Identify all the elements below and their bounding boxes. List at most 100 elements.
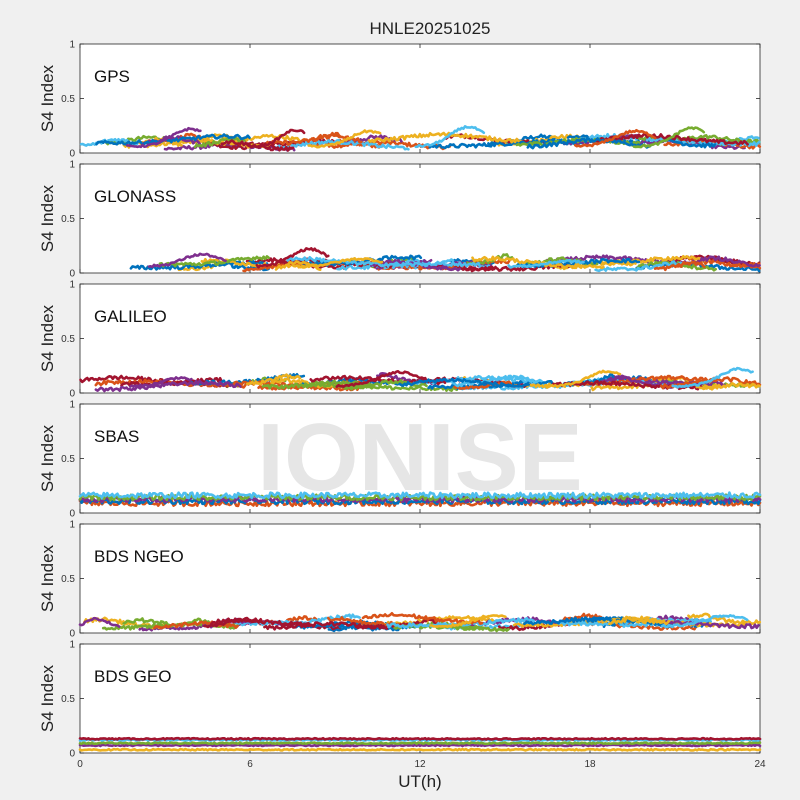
series-line bbox=[653, 260, 706, 272]
series-line bbox=[307, 129, 382, 149]
series-line bbox=[414, 125, 486, 149]
series-line bbox=[193, 136, 246, 149]
y-tick-label: 1 bbox=[69, 520, 75, 531]
series-line bbox=[691, 255, 761, 268]
y-tick-label: 0 bbox=[69, 509, 75, 520]
y-tick-label: 0 bbox=[69, 389, 75, 400]
y-tick-label: 0.5 bbox=[61, 574, 75, 585]
panel-label: BDS NGEO bbox=[94, 547, 184, 566]
series-line bbox=[526, 136, 652, 150]
x-tick-label: 0 bbox=[77, 759, 83, 770]
series-line bbox=[507, 258, 585, 269]
series-group bbox=[79, 366, 762, 393]
series-line bbox=[78, 741, 762, 746]
series-line bbox=[78, 497, 762, 506]
series-line bbox=[255, 247, 330, 269]
y-tick-label: 0.5 bbox=[61, 694, 75, 705]
panel-label: BDS GEO bbox=[94, 667, 171, 686]
y-tick-label: 1 bbox=[69, 280, 75, 291]
series-line bbox=[661, 619, 760, 630]
series-line bbox=[246, 128, 306, 149]
panel-bds-geo: 0 0.5 1 0 6 12 18 24 S4 Index BDS GEO bbox=[38, 640, 766, 771]
y-tick-label: 1 bbox=[69, 40, 75, 51]
series-line bbox=[78, 491, 762, 500]
series-line bbox=[293, 254, 423, 267]
series-line bbox=[78, 736, 762, 741]
series-line bbox=[671, 366, 754, 389]
plot-area bbox=[79, 523, 761, 634]
panel-label: GLONASS bbox=[94, 187, 176, 206]
y-tick-label: 0 bbox=[69, 269, 75, 280]
series-line bbox=[292, 256, 384, 269]
series-group bbox=[79, 125, 762, 152]
series-line bbox=[667, 138, 717, 149]
series-line bbox=[632, 126, 706, 149]
series-line bbox=[429, 614, 507, 629]
series-line bbox=[471, 255, 605, 270]
panel-label: SBAS bbox=[94, 427, 139, 446]
series-group bbox=[129, 247, 762, 273]
y-tick-label: 0.5 bbox=[61, 214, 75, 225]
series-line bbox=[451, 374, 538, 388]
series-line bbox=[608, 616, 671, 626]
series-line bbox=[286, 255, 429, 268]
series-line bbox=[147, 252, 227, 269]
series-line bbox=[573, 128, 657, 148]
series-line bbox=[261, 379, 374, 390]
x-axis-label: UT(h) bbox=[398, 772, 441, 791]
series-line bbox=[78, 616, 121, 628]
series-group bbox=[78, 611, 762, 633]
y-axis-label: S4 Index bbox=[38, 424, 57, 492]
series-line bbox=[302, 382, 459, 393]
series-line bbox=[94, 379, 242, 393]
series-line bbox=[203, 616, 264, 629]
y-axis-label: S4 Index bbox=[38, 304, 57, 372]
series-line bbox=[263, 620, 389, 631]
y-axis-label: S4 Index bbox=[38, 544, 57, 612]
y-axis-label: S4 Index bbox=[38, 64, 57, 132]
x-tick-label: 24 bbox=[754, 759, 766, 770]
series-line bbox=[398, 377, 531, 388]
panels-group: 0 0.5 1 S4 Index GPS 0 0.5 1 S4 Index GLONASS 0 0.5… bbox=[38, 40, 766, 771]
panel-label: GALILEO bbox=[94, 307, 167, 326]
y-tick-label: 0.5 bbox=[61, 94, 75, 105]
panel-glonass: 0 0.5 1 S4 Index GLONASS bbox=[38, 160, 762, 280]
y-tick-label: 0 bbox=[69, 749, 75, 760]
series-line bbox=[687, 612, 762, 626]
series-line bbox=[78, 499, 762, 508]
series-line bbox=[95, 133, 251, 146]
panel-gps: 0 0.5 1 S4 Index GPS bbox=[38, 40, 762, 160]
series-line bbox=[515, 137, 641, 147]
series-line bbox=[543, 369, 622, 389]
y-tick-label: 1 bbox=[69, 400, 75, 411]
series-line bbox=[262, 133, 343, 146]
series-line bbox=[695, 381, 761, 391]
y-axis-label: S4 Index bbox=[38, 184, 57, 252]
x-tick-label: 18 bbox=[584, 759, 596, 770]
series-line bbox=[335, 369, 427, 389]
y-tick-label: 0.5 bbox=[61, 334, 75, 345]
y-tick-label: 0.5 bbox=[61, 454, 75, 465]
panel-galileo: 0 0.5 1 S4 Index GALILEO bbox=[38, 280, 762, 400]
series-line bbox=[78, 747, 762, 752]
panel-sbas: 0 0.5 1 S4 Index SBAS bbox=[38, 400, 762, 520]
y-tick-label: 1 bbox=[69, 640, 75, 651]
x-tick-label: 6 bbox=[247, 759, 253, 770]
chart-title: HNLE20251025 bbox=[370, 19, 491, 38]
series-line bbox=[78, 743, 762, 748]
series-group bbox=[78, 491, 762, 508]
panel-bds-ngeo: 0 0.5 1 S4 Index BDS NGEO bbox=[38, 520, 762, 640]
series-line bbox=[128, 376, 193, 389]
series-line bbox=[523, 616, 637, 626]
series-line bbox=[158, 255, 271, 268]
y-axis-label: S4 Index bbox=[38, 664, 57, 732]
plot-area bbox=[79, 643, 761, 754]
series-line bbox=[367, 131, 520, 144]
x-tick-label: 12 bbox=[414, 759, 426, 770]
series-line bbox=[660, 613, 749, 629]
series-line bbox=[361, 611, 484, 626]
panel-label: GPS bbox=[94, 67, 130, 86]
series-line bbox=[594, 260, 684, 273]
series-line bbox=[126, 126, 202, 149]
